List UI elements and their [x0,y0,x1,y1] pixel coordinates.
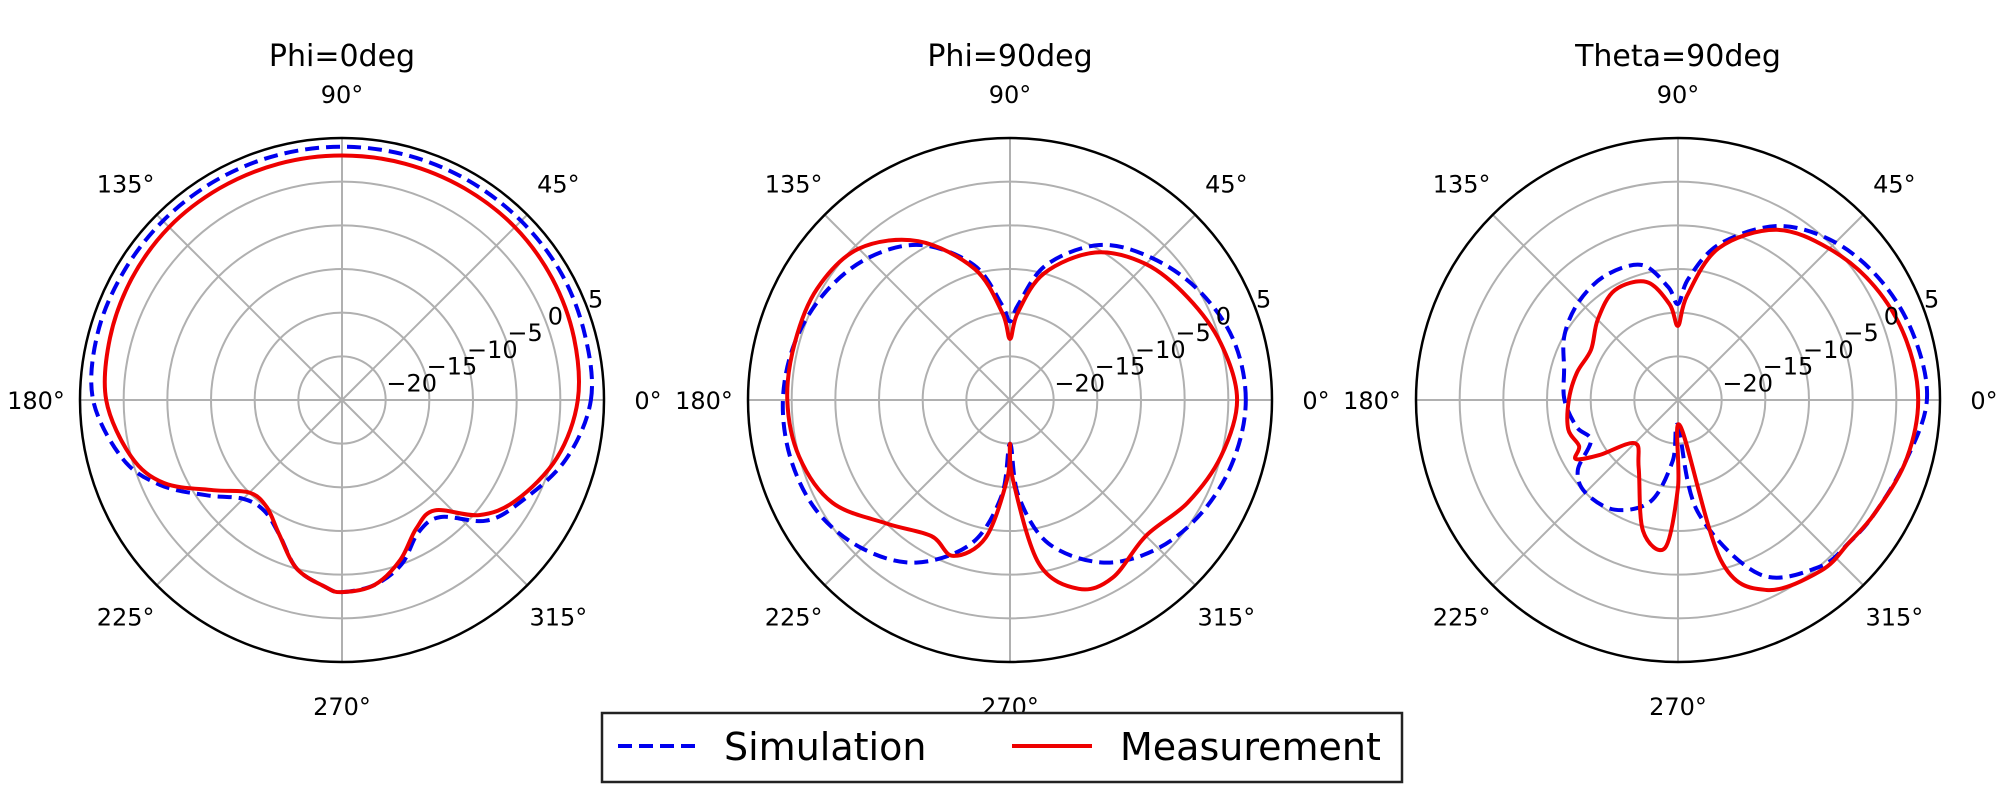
angle-tick-label: 225° [765,603,823,631]
polar-frame [1414,136,1942,664]
angle-tick-label: 135° [765,171,823,199]
angle-tick-label: 90° [989,81,1032,109]
angle-tick-label: 45° [537,171,580,199]
polar-subplot-3: −20−15−10−505 0° 45° 90° 135° 180° 225° 270° 315… [1343,39,1998,721]
radial-tick-label: −5 [1843,319,1878,347]
series-measurement-line [1565,227,1921,593]
series-measurement-line [785,237,1240,592]
angular-grid-line [1009,399,1196,586]
radial-tick-label: −5 [507,319,542,347]
polar-subplot-1: −20−15−10−505 0° 45° 90° 135° 180° 225° 270° 315… [7,39,662,721]
angle-tick-label: 90° [1657,81,1700,109]
angle-tick-label: 0° [1970,387,1997,415]
angle-tick-label: 270° [1649,693,1707,721]
angle-tick-label: 0° [1302,387,1329,415]
series-simulation-line [89,144,595,595]
radial-tick-label: −20 [1054,369,1105,397]
legend: Simulation Measurement [600,711,1404,784]
legend-label-simulation: Simulation [724,725,926,769]
angle-tick-label: 225° [97,603,155,631]
radial-tick-label: −10 [467,336,518,364]
radial-tick-label: 5 [1256,286,1271,314]
angular-grid-line [1677,399,1864,586]
angular-grid-line [341,399,528,586]
angle-tick-label: 180° [675,387,733,415]
angular-grid-line [156,214,343,401]
radial-tick-label: 0 [548,302,563,330]
radial-tick-label: −20 [386,369,437,397]
series-measurement-line [102,153,581,595]
radial-tick-label: 5 [1924,286,1939,314]
angle-tick-label: 315° [1865,603,1923,631]
angle-tick-label: 0° [634,387,661,415]
angular-grid-line [824,399,1011,586]
angle-tick-label: 180° [1343,387,1401,415]
subplot-title: Phi=0deg [269,39,415,74]
legend-box [600,711,1404,784]
angle-tick-label: 135° [1433,171,1491,199]
angle-tick-label: 270° [313,693,371,721]
radial-tick-label: −5 [1175,319,1210,347]
angle-tick-label: 45° [1873,171,1916,199]
radial-tick-label: −10 [1135,336,1186,364]
angular-grid-line [1009,214,1196,401]
angular-grid-line [824,214,1011,401]
series-simulation-line [1561,223,1930,580]
polar-frame [78,136,606,664]
polar-subplot-2: −20−15−10−5050°45°90°135°180°225°270°315… [675,39,1330,721]
subplot-title: Phi=90deg [927,39,1092,74]
angle-tick-label: 45° [1205,171,1248,199]
radial-tick-label: 0 [1884,302,1899,330]
radial-tick-label: 0 [1216,302,1231,330]
series-simulation-line [780,242,1248,565]
angle-tick-label: 225° [1433,603,1491,631]
angular-grid-line [341,214,528,401]
radial-tick-label: −10 [1803,336,1854,364]
angle-tick-label: 90° [321,81,364,109]
angle-tick-label: 180° [7,387,65,415]
radial-tick-label: −15 [427,353,478,381]
polar-frame [746,136,1274,664]
angle-tick-label: 315° [1197,603,1255,631]
legend-label-measurement: Measurement [1120,725,1381,769]
angle-tick-label: 135° [97,171,155,199]
radial-tick-label: −20 [1722,369,1773,397]
radial-tick-label: 5 [588,286,603,314]
radial-tick-label: −15 [1763,353,1814,381]
subplot-title: Theta=90deg [1574,39,1781,74]
angular-grid-line [1677,214,1864,401]
angle-tick-label: 315° [529,603,587,631]
angular-grid-line [1492,214,1679,401]
radial-tick-label: −15 [1095,353,1146,381]
